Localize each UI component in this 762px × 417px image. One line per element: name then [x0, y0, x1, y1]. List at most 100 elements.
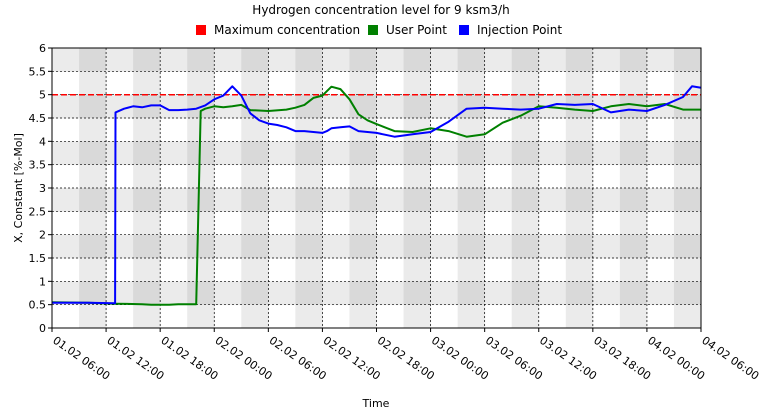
grid-band	[295, 118, 323, 142]
chart-title: Hydrogen concentration level for 9 ksm3/…	[252, 3, 509, 17]
grid-band	[349, 211, 377, 236]
grid-band	[79, 48, 107, 72]
y-tick-label: 5.5	[29, 65, 47, 78]
grid-band	[295, 211, 323, 236]
grid-band	[241, 258, 269, 282]
grid-band	[403, 118, 432, 142]
grid-band	[322, 188, 350, 212]
grid-band	[403, 258, 432, 282]
y-tick-label: 3	[39, 182, 46, 195]
legend-label: User Point	[386, 23, 447, 37]
grid-band	[106, 48, 134, 72]
grid-band	[457, 234, 486, 259]
grid-band	[241, 48, 269, 72]
x-axis-title: Time	[362, 397, 390, 410]
grid-band	[565, 71, 594, 96]
grid-band	[511, 304, 540, 329]
legend: Maximum concentration User Point Injection…	[196, 23, 562, 37]
y-tick-label: 0	[39, 322, 46, 335]
grid-band	[457, 118, 486, 142]
grid-band	[79, 188, 107, 212]
grid-band	[565, 94, 594, 119]
grid-band	[187, 304, 215, 329]
grid-band	[241, 164, 269, 189]
grid-band	[673, 188, 702, 212]
grid-band	[133, 234, 161, 259]
grid-band	[511, 141, 540, 166]
grid-band	[565, 304, 594, 329]
grid-band	[295, 48, 323, 72]
grid-band	[349, 304, 377, 329]
x-tick-label: 02.02 06:00	[267, 334, 329, 383]
grid-band	[241, 234, 269, 259]
grid-band	[349, 281, 377, 306]
grid-band	[376, 48, 405, 72]
grid-band	[565, 211, 594, 236]
legend-label: Injection Point	[477, 23, 562, 37]
grid-band	[430, 234, 459, 259]
series-line-user-point	[51, 85, 701, 306]
grid-band	[295, 71, 323, 96]
grid-band	[241, 118, 269, 142]
grid-band	[619, 94, 648, 119]
legend-label: Maximum concentration	[214, 23, 360, 37]
grid-band	[322, 234, 350, 259]
grid-band	[106, 94, 134, 119]
grid-band	[79, 164, 107, 189]
grid-band	[430, 188, 459, 212]
grid-band	[619, 281, 648, 306]
x-tick-label: 03.02 06:00	[483, 334, 545, 383]
grid-band	[214, 281, 242, 306]
grid-band	[187, 48, 215, 72]
grid-band	[619, 71, 648, 96]
grid-band	[160, 48, 188, 72]
y-tick-label: 4	[39, 135, 46, 148]
grid-band	[52, 234, 80, 259]
grid-band	[79, 281, 107, 306]
grid-band	[673, 281, 702, 306]
grid-band	[295, 281, 323, 306]
grid-band	[133, 258, 161, 282]
grid-band	[538, 234, 567, 259]
x-tick-label: 01.02 18:00	[158, 334, 220, 383]
grid-band	[511, 281, 540, 306]
grid-band	[268, 188, 296, 212]
grid-band	[457, 211, 486, 236]
x-tick-label: 02.02 00:00	[213, 334, 275, 383]
grid-band	[619, 188, 648, 212]
grid-band	[430, 94, 459, 119]
grid-band	[268, 94, 296, 119]
grid-band	[79, 258, 107, 282]
x-tick-label: 04.02 00:00	[645, 334, 707, 383]
grid-band	[79, 304, 107, 329]
grid-band	[349, 118, 377, 142]
y-tick-label: 1	[39, 275, 46, 288]
grid-band	[430, 48, 459, 72]
grid-band	[565, 118, 594, 142]
series-layer	[51, 85, 702, 306]
grid-band	[538, 48, 567, 72]
x-tick-label: 03.02 00:00	[429, 334, 491, 383]
y-tick-label: 3.5	[29, 159, 47, 172]
grid-band	[403, 71, 432, 96]
grid-band	[511, 188, 540, 212]
y-tick-label: 6	[39, 42, 46, 55]
grid-band	[241, 211, 269, 236]
grid-band	[322, 141, 350, 166]
grid-band	[133, 188, 161, 212]
grid-band	[133, 141, 161, 166]
grid-band	[133, 211, 161, 236]
grid-band	[52, 94, 80, 119]
grid-band	[511, 118, 540, 142]
grid-band	[673, 304, 702, 329]
x-tick-label: 02.02 18:00	[375, 334, 437, 383]
grid-band	[673, 71, 702, 96]
grid-band	[592, 188, 621, 212]
grid-band	[673, 141, 702, 166]
grid-band	[295, 94, 323, 119]
grid-band	[349, 71, 377, 96]
grid-band	[160, 188, 188, 212]
grid-band	[511, 211, 540, 236]
grid-band	[241, 141, 269, 166]
